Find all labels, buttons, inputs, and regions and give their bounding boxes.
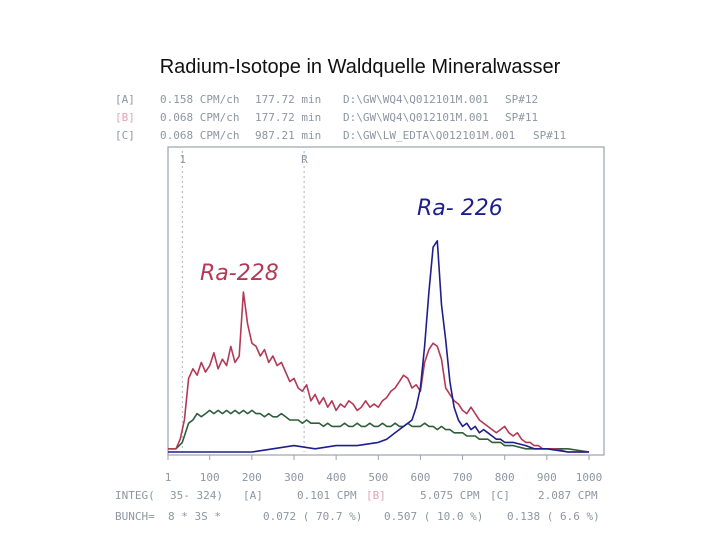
info-row-b-sp: SP#11 xyxy=(505,111,538,124)
info-row-c-tag: [C] xyxy=(115,129,135,142)
integ-c-val: 2.087 CPM xyxy=(538,489,598,502)
integ-b-tag: [B] xyxy=(366,489,386,502)
x-tick-label: 800 xyxy=(495,471,515,484)
info-row-c-sp: SP#11 xyxy=(533,129,566,142)
window-marker-label-1: 1 xyxy=(179,153,186,166)
info-row-a-sp: SP#12 xyxy=(505,93,538,106)
info-row-c-time: 987.21 min xyxy=(255,129,321,142)
integ-range: 35- 324) xyxy=(170,489,223,502)
chart-title: Radium-Isotope in Waldquelle Mineralwass… xyxy=(159,56,561,78)
series-c-line xyxy=(168,409,590,453)
series-group xyxy=(168,240,590,453)
x-tick-label: 400 xyxy=(326,471,346,484)
bunch-b: 0.507 ( 10.0 %) xyxy=(384,510,483,523)
info-row-a-cpm: 0.158 CPM/ch xyxy=(160,93,239,106)
bunch-c: 0.138 ( 6.6 %) xyxy=(507,510,600,523)
info-row-c-cpm: 0.068 CPM/ch xyxy=(160,129,239,142)
info-row-b-file: D:\GW\WQ4\Q012101M.001 xyxy=(343,111,489,124)
info-header: [A] 0.158 CPM/ch 177.72 min D:\GW\WQ4\Q0… xyxy=(115,93,566,142)
x-tick-label: 100 xyxy=(200,471,220,484)
integ-b-val: 5.075 CPM xyxy=(420,489,480,502)
integ-label: INTEG( xyxy=(115,489,155,502)
bunch-a: 0.072 ( 70.7 %) xyxy=(263,510,362,523)
integ-a-val: 0.101 CPM xyxy=(297,489,357,502)
x-tick-label: 600 xyxy=(410,471,430,484)
x-tick-label: 1 xyxy=(165,471,172,484)
annotation-ra226: Ra- 226 xyxy=(417,196,503,221)
plot-frame xyxy=(167,146,605,456)
info-row-a-time: 177.72 min xyxy=(255,93,321,106)
x-tick-label: 500 xyxy=(368,471,388,484)
annotation-ra228: Ra-228 xyxy=(200,261,279,286)
info-row-a-tag: [A] xyxy=(115,93,135,106)
x-axis: 1 100 200 300 400 500 600 700 800 900 1000 xyxy=(165,455,603,484)
window-marker-label-2: R xyxy=(301,153,308,166)
info-row-b-time: 177.72 min xyxy=(255,111,321,124)
info-row-b-tag: [B] xyxy=(115,111,135,124)
bunch-label: BUNCH= xyxy=(115,510,155,523)
info-row-b-cpm: 0.068 CPM/ch xyxy=(160,111,239,124)
x-tick-label: 200 xyxy=(242,471,262,484)
x-tick-label: 300 xyxy=(284,471,304,484)
series-b-line xyxy=(168,240,589,453)
integration-footer: INTEG( 35- 324) [A] 0.101 CPM [B] 5.075 … xyxy=(115,489,600,523)
bunch-val: 8 * 3S * xyxy=(168,510,221,523)
info-row-a-file: D:\GW\WQ4\Q012101M.001 xyxy=(343,93,489,106)
x-tick-label: 1000 xyxy=(576,471,603,484)
integ-c-tag: [C] xyxy=(490,489,510,502)
integ-a-tag: [A] xyxy=(243,489,263,502)
series-a-line xyxy=(168,291,589,453)
x-tick-label: 900 xyxy=(537,471,557,484)
info-row-c-file: D:\GW\LW_EDTA\Q012101M.001 xyxy=(343,129,515,142)
x-tick-label: 700 xyxy=(453,471,473,484)
